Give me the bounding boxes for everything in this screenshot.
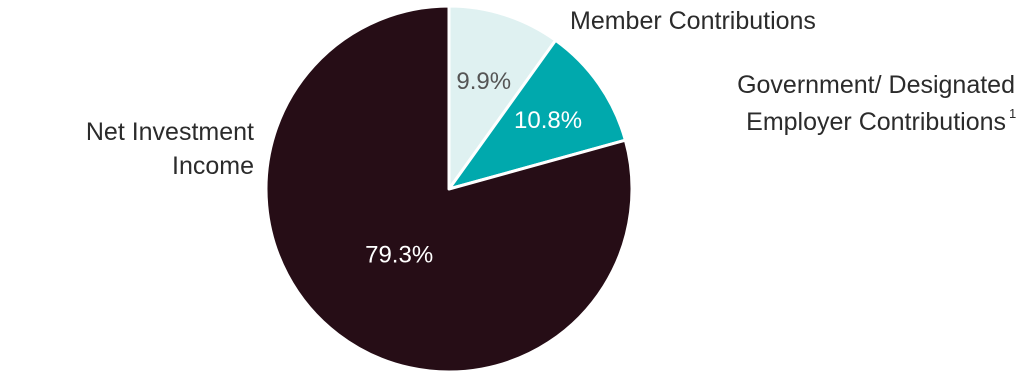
pie-percent-label: 10.8% bbox=[514, 107, 582, 134]
label-investment-line1: Net Investment bbox=[86, 118, 254, 146]
label-government-superscript: 1 bbox=[1009, 106, 1016, 121]
pie-slice-net-investment-income bbox=[264, 4, 634, 373]
pie-slices bbox=[264, 4, 634, 373]
pie-percent-label: 9.9% bbox=[456, 68, 511, 95]
label-government-line1: Government/ Designated bbox=[737, 71, 1015, 99]
label-member-contributions: Member Contributions bbox=[570, 7, 816, 35]
label-government-line2: Employer Contributions bbox=[746, 108, 1006, 136]
pie-percent-label: 79.3% bbox=[365, 242, 433, 269]
pie-slice-member-contributions bbox=[447, 4, 558, 191]
label-investment-line2: Income bbox=[172, 152, 254, 180]
pie-percent-labels: 9.9%10.8% 79.3% bbox=[365, 68, 582, 269]
